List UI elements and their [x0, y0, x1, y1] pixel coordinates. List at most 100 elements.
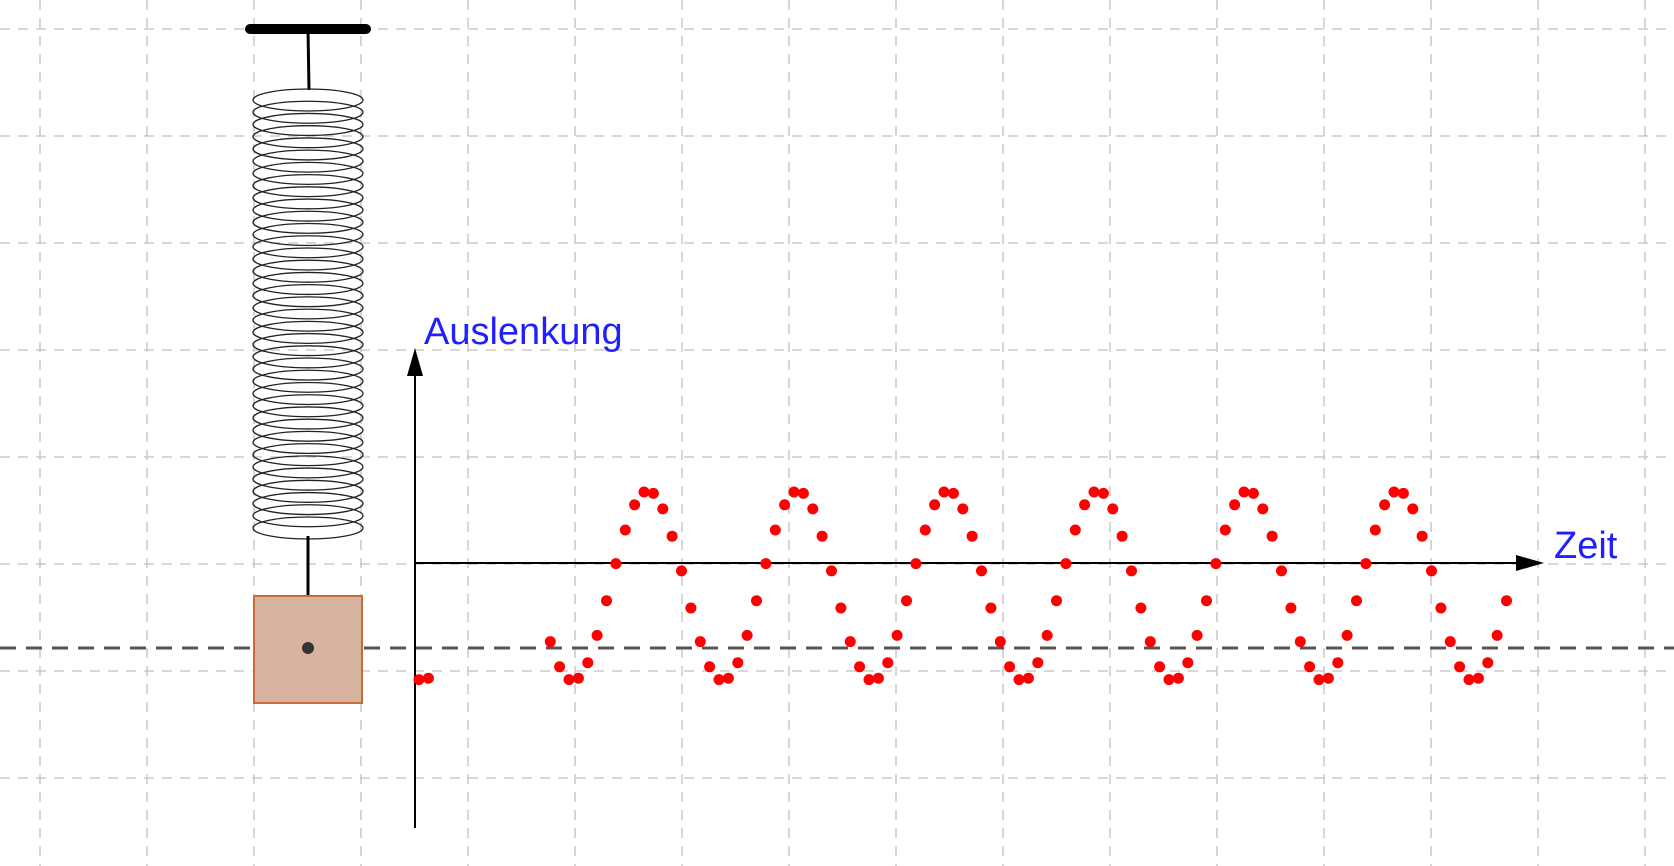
trace-point: [1135, 602, 1147, 614]
trace-point: [1144, 636, 1156, 648]
spring-coil: [252, 467, 364, 491]
spring-coil: [252, 369, 364, 393]
trace-point: [1201, 595, 1212, 607]
trace-point: [760, 558, 772, 570]
trace-point: [1257, 503, 1269, 515]
trace-point: [1210, 558, 1222, 570]
spring-coil: [252, 88, 364, 112]
trace-point: [722, 672, 734, 684]
trace-point: [1341, 629, 1353, 641]
spring-coil: [252, 112, 364, 137]
trace-point: [1463, 674, 1475, 686]
spring-coil: [252, 345, 364, 369]
trace-point: [985, 602, 997, 614]
trace-point: [676, 565, 687, 577]
trace-point: [647, 487, 659, 499]
trace-point: [1472, 672, 1484, 684]
spring-coil: [252, 418, 364, 442]
trace-point: [919, 524, 931, 536]
spring-coil: [252, 332, 364, 357]
spring-coil: [252, 357, 364, 381]
mass-center-point[interactable]: [302, 642, 314, 654]
trace-point: [1313, 674, 1325, 686]
trace-point: [826, 565, 837, 577]
trace-point: [1266, 530, 1278, 542]
trace-point: [1191, 629, 1203, 641]
y-axis-label: Auslenkung: [424, 311, 623, 353]
spring-coil: [252, 247, 364, 271]
trace-point: [1004, 661, 1016, 673]
trace-point: [901, 595, 912, 607]
trace-point: [591, 629, 603, 641]
trace-point: [844, 636, 856, 648]
trace-point: [1435, 602, 1447, 614]
trace-point: [1060, 558, 1072, 570]
trace-point: [882, 657, 894, 669]
trace-point: [1041, 629, 1053, 641]
axes: Auslenkung Zeit: [407, 311, 1618, 828]
trace-point: [1172, 672, 1184, 684]
spring-coil: [252, 296, 364, 320]
trace-point: [1276, 565, 1287, 577]
trace-point: [797, 487, 809, 499]
spring-coil: [252, 161, 364, 186]
trace-point: [1051, 595, 1062, 607]
trace-point: [854, 661, 866, 673]
trace-point: [732, 657, 744, 669]
trace-point: [601, 595, 612, 607]
trace-point: [572, 672, 584, 684]
trace-point: [1304, 661, 1316, 673]
trace-point: [694, 636, 706, 648]
trace-point: [713, 674, 725, 686]
trace-point: [1032, 657, 1044, 669]
trace-point: [1285, 602, 1297, 614]
spring-coil: [252, 271, 364, 296]
trace-point: [1379, 499, 1391, 511]
trace-point: [957, 503, 969, 515]
trace-point: [1163, 674, 1175, 686]
trace-point: [966, 530, 978, 542]
spring-coils: [252, 88, 364, 540]
y-axis-arrow: [407, 348, 423, 376]
trace-point: [807, 503, 819, 515]
displacement-trace: [413, 486, 1512, 686]
trace-point: [976, 565, 987, 577]
spring-coil: [252, 186, 364, 210]
trace-point: [1182, 657, 1194, 669]
trace-point: [1238, 486, 1250, 498]
trace-point: [751, 595, 762, 607]
mass-block[interactable]: [253, 595, 363, 704]
spring-top-rod: [306, 28, 311, 91]
x-axis-arrow: [1516, 555, 1544, 571]
spring-coil: [252, 479, 364, 503]
spring-coil: [252, 284, 364, 308]
trace-point: [1491, 629, 1503, 641]
spring-coil: [252, 198, 364, 222]
trace-point: [657, 503, 669, 515]
trace-point: [1088, 486, 1100, 498]
trace-point: [1444, 636, 1456, 648]
trace-point: [769, 524, 781, 536]
spring-coil: [252, 259, 364, 283]
trace-point: [779, 499, 791, 511]
spring-coil: [252, 173, 364, 198]
trace-point: [1069, 524, 1081, 536]
trace-point: [1154, 661, 1166, 673]
spring-coil: [252, 100, 364, 124]
trace-point: [1126, 565, 1137, 577]
trace-point: [1107, 503, 1119, 515]
trace-point: [704, 661, 716, 673]
spring-coil: [252, 235, 364, 259]
trace-point: [835, 602, 847, 614]
trace-point: [1322, 672, 1334, 684]
trace-point: [938, 486, 950, 498]
trace-point: [1247, 487, 1259, 499]
trace-point: [666, 530, 678, 542]
trace-point: [910, 558, 922, 570]
spring-coil: [252, 320, 364, 344]
trace-point: [1369, 524, 1381, 536]
spring-coil: [252, 455, 364, 479]
trace-point: [863, 674, 875, 686]
trace-point: [872, 672, 884, 684]
spring-coil: [252, 308, 364, 332]
